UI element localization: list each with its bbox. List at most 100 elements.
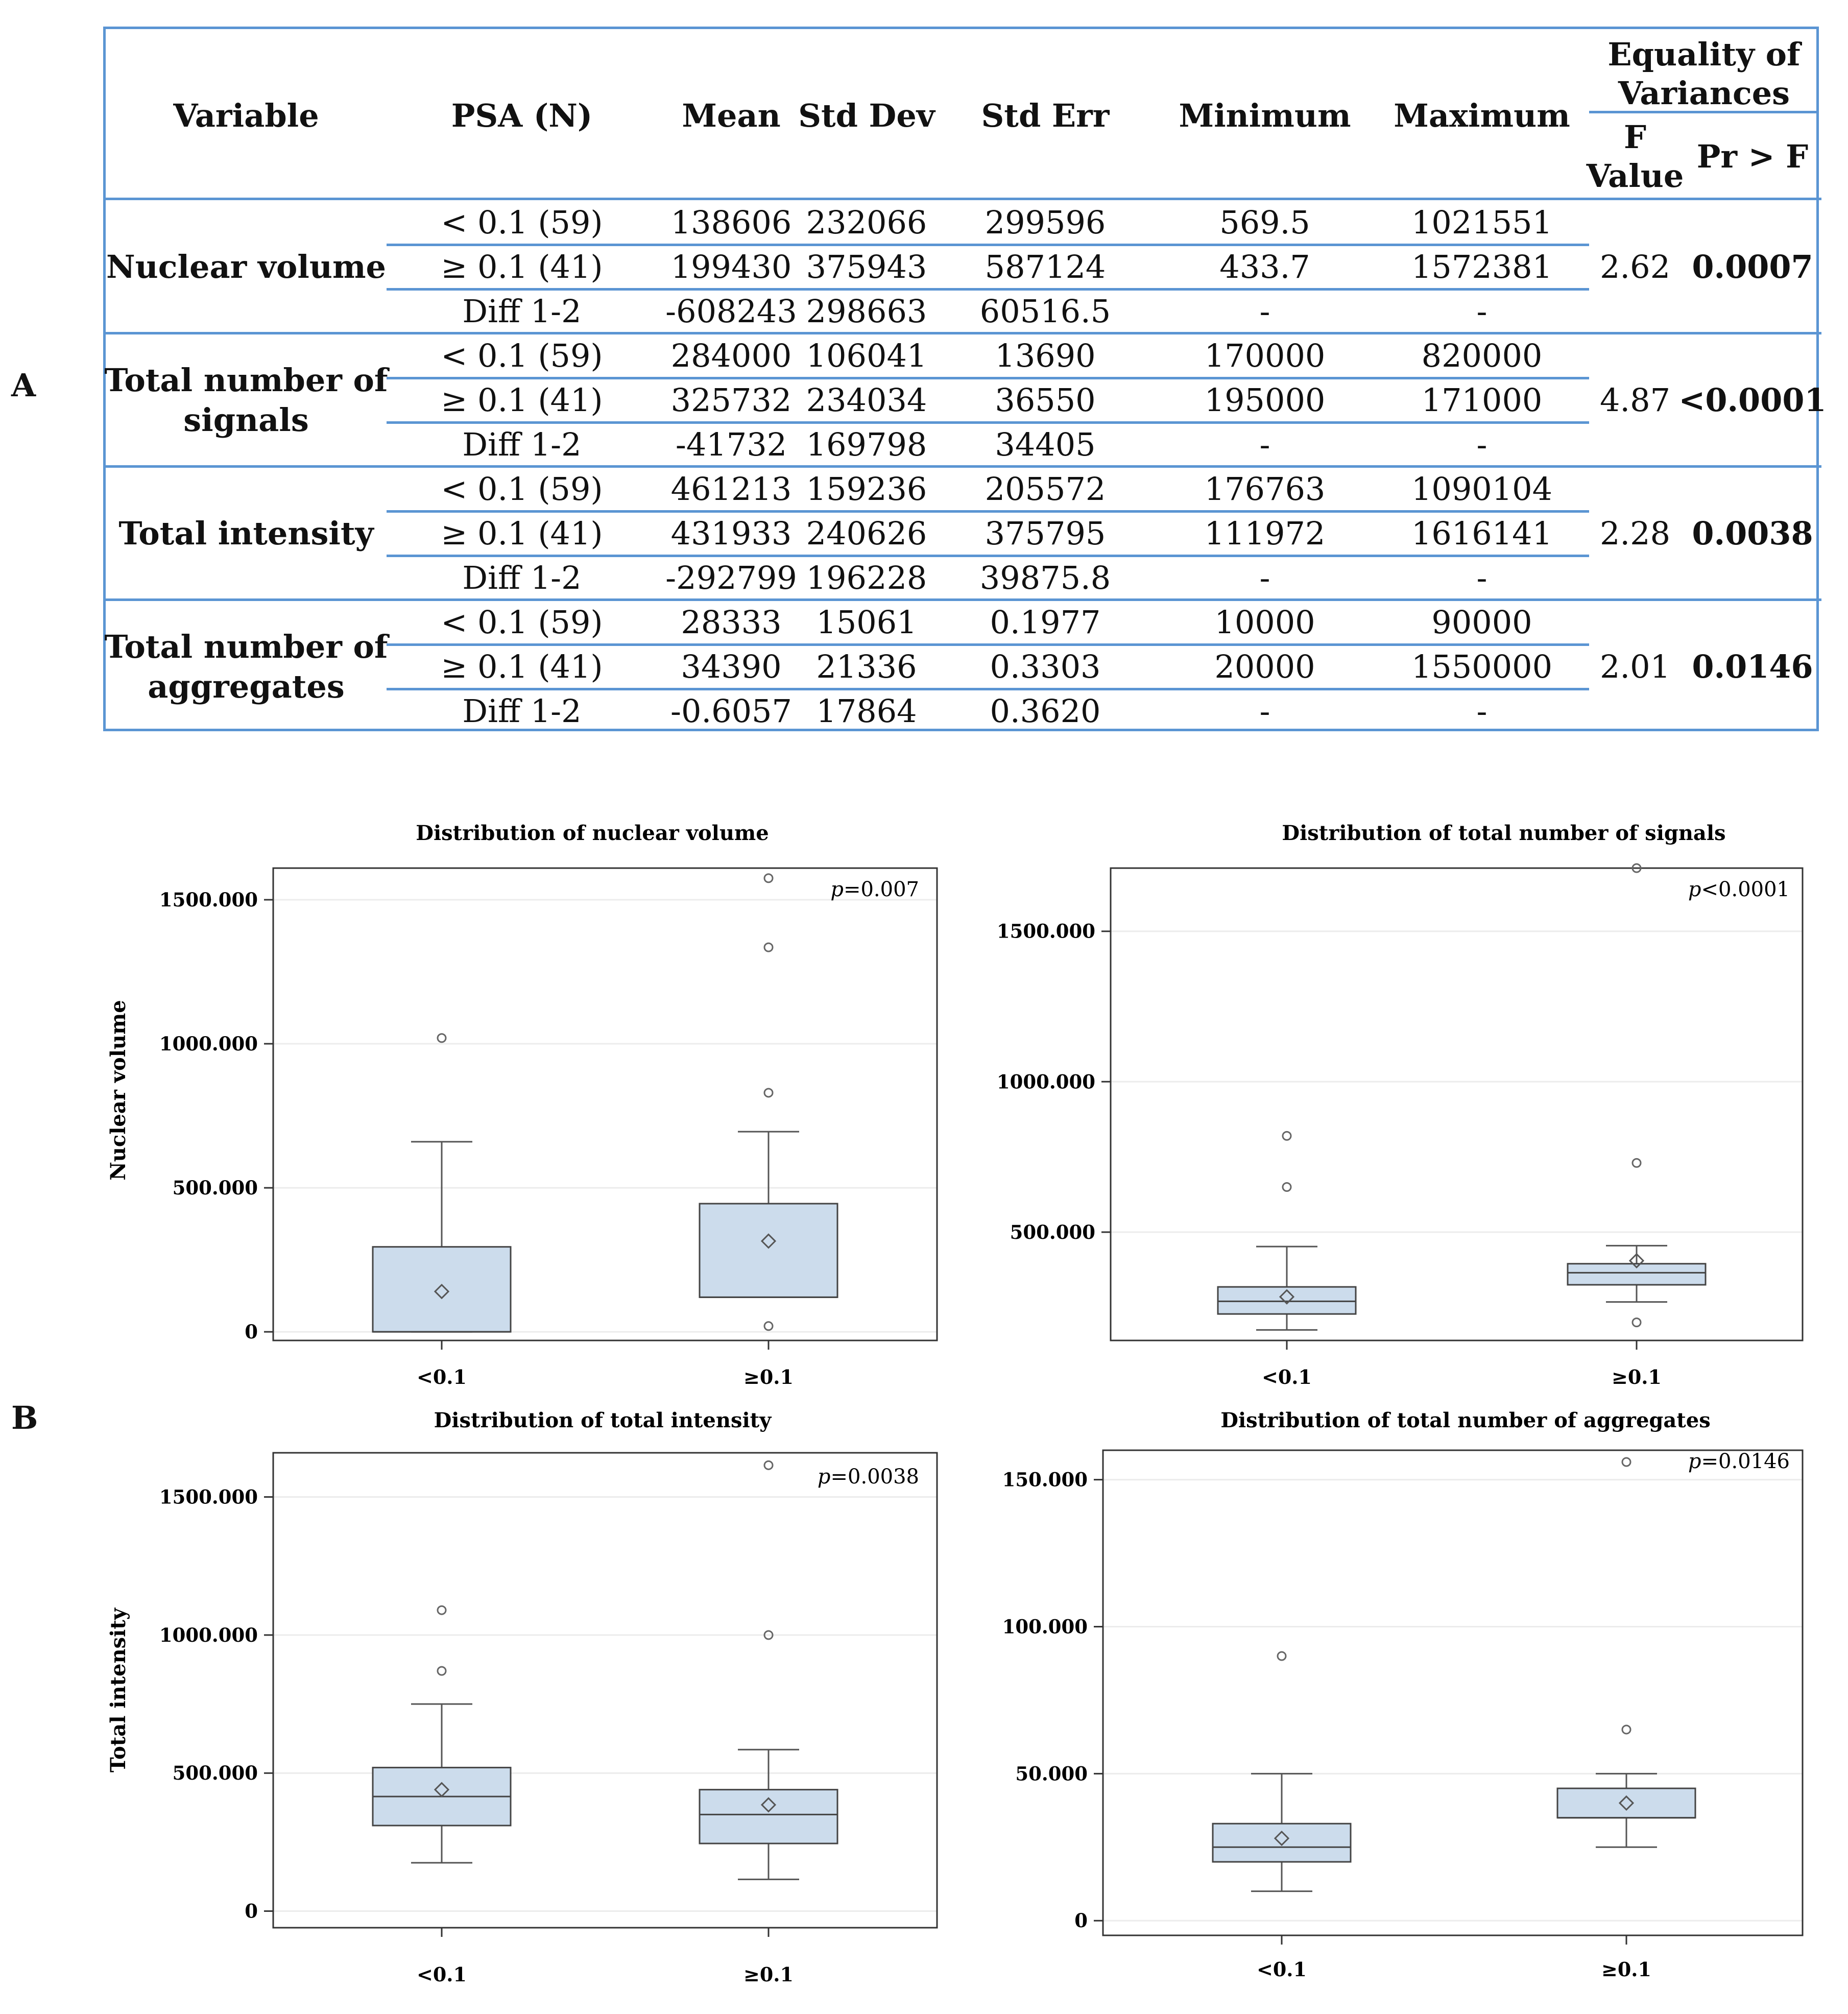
table-cell: 1550000 — [1411, 648, 1553, 685]
group-rule — [106, 598, 1821, 601]
header-psa: PSA (N) — [451, 97, 593, 134]
box-high-psa — [1556, 1457, 1696, 1848]
table-cell: < 0.1 (59) — [441, 603, 603, 641]
box-plot-3: Distribution of total intensity 0 500.000 1… — [106, 1408, 938, 1986]
p-value-label: p=0.0146 — [1688, 1450, 1790, 1473]
table-cell: 171000 — [1421, 381, 1543, 419]
chart-title: Distribution of total number of aggregat… — [1220, 1408, 1710, 1432]
p-value-label: p=0.007 — [830, 878, 919, 901]
y-tick-label: 1000.000 — [997, 1070, 1095, 1093]
outlier-point — [1621, 1724, 1631, 1735]
table-cell: 111972 — [1204, 514, 1326, 552]
table-cell: 39875.8 — [979, 559, 1111, 596]
table-cell: ≥ 0.1 (41) — [441, 381, 603, 419]
table-cell: - — [1259, 559, 1270, 596]
table-cell: ≥ 0.1 (41) — [441, 648, 603, 685]
table-cell: Diff 1-2 — [462, 559, 582, 596]
y-tick-label: 100.000 — [1002, 1615, 1088, 1638]
table-cell: 0.3620 — [990, 692, 1101, 730]
row-rule — [387, 643, 1589, 646]
table-cell: 433.7 — [1219, 248, 1310, 285]
outlier-point — [1631, 1317, 1642, 1328]
box-high-psa — [1567, 863, 1707, 1328]
box-low-psa — [372, 1605, 512, 1864]
plot-frame — [1110, 867, 1804, 1341]
table-cell: 461213 — [670, 470, 792, 508]
f-value: 4.87 — [1599, 381, 1671, 419]
iqr-box — [1556, 1787, 1696, 1819]
outlier-point — [437, 1666, 447, 1676]
box-plot-2: Distribution of total number of signals 5… — [997, 821, 1804, 1388]
outlier-point — [1282, 1131, 1292, 1141]
table-cell: 176763 — [1204, 470, 1326, 508]
table-cell: 431933 — [670, 514, 792, 552]
table-cell: 21336 — [816, 648, 917, 685]
table-cell: 234034 — [806, 381, 927, 419]
outlier-point — [763, 1321, 774, 1331]
table-cell: - — [1259, 292, 1270, 330]
category-label: ≥0.1 — [1612, 1365, 1662, 1388]
iqr-box — [372, 1246, 512, 1333]
f-value: 2.28 — [1599, 514, 1671, 552]
table-cell: 60516.5 — [979, 292, 1111, 330]
pr-f-value: 0.0038 — [1692, 514, 1813, 552]
header-f-line1: F — [1623, 118, 1647, 156]
table-cell: 20000 — [1214, 648, 1315, 685]
table-cell: 1572381 — [1411, 248, 1553, 285]
f-value: 2.01 — [1599, 648, 1671, 685]
y-tick-label: 0 — [1074, 1909, 1088, 1932]
outlier-point — [437, 1033, 447, 1043]
table-cell: 34405 — [995, 425, 1096, 463]
table-cell: 0.3303 — [990, 648, 1101, 685]
box-low-psa — [1212, 1651, 1352, 1892]
pr-f-value: 0.0007 — [1692, 248, 1813, 285]
row-rule — [387, 288, 1589, 291]
table-cell: ≥ 0.1 (41) — [441, 514, 603, 552]
table-cell: < 0.1 (59) — [441, 470, 603, 508]
header-rule — [106, 198, 1821, 200]
chart-title: Distribution of total number of signals — [1282, 821, 1725, 845]
mean-marker — [1274, 1830, 1290, 1847]
table-cell: -41732 — [675, 425, 787, 463]
y-tick-label: 500.000 — [173, 1177, 258, 1199]
header-std-err: Std Err — [981, 97, 1110, 134]
panel-label-b: B — [11, 1399, 38, 1436]
group-rule — [106, 465, 1821, 468]
table-cell: - — [1259, 692, 1270, 730]
box-plot-4: Distribution of total number of aggregat… — [1002, 1408, 1804, 1981]
table-cell: 195000 — [1204, 381, 1326, 419]
y-tick-label: 1000.000 — [159, 1033, 258, 1055]
y-tick-label: 50.000 — [1015, 1762, 1088, 1785]
y-tick-label: 1500.000 — [997, 920, 1095, 943]
iqr-box — [699, 1203, 838, 1298]
row-rule — [387, 555, 1589, 557]
table-cell: - — [1476, 559, 1487, 596]
header-f-line2: Value — [1586, 157, 1684, 195]
category-label: ≥0.1 — [743, 1963, 794, 1986]
statistics-table: Variable PSA (N) Mean Std Dev Std Err Mi… — [103, 27, 1827, 731]
plot-frame — [1102, 1449, 1804, 1936]
table-cell: Diff 1-2 — [462, 425, 582, 463]
category-label: ≥0.1 — [1601, 1958, 1651, 1981]
table-cell: 138606 — [670, 203, 792, 241]
table-cell: Diff 1-2 — [462, 692, 582, 730]
row-rule — [387, 377, 1589, 379]
row-rule — [387, 688, 1589, 690]
table-cell: 199430 — [670, 248, 792, 285]
header-mean: Mean — [682, 97, 781, 134]
outlier-point — [1277, 1651, 1287, 1661]
mean-marker — [434, 1283, 450, 1300]
table-cell: 36550 — [995, 381, 1096, 419]
box-high-psa — [699, 1460, 838, 1880]
table-cell: 587124 — [985, 248, 1106, 285]
table-cell: 375943 — [806, 248, 927, 285]
table-cell: 232066 — [806, 203, 927, 241]
row-rule — [387, 244, 1589, 246]
table-cell: 299596 — [985, 203, 1106, 241]
box-low-psa — [372, 1033, 512, 1333]
table-cell: 169798 — [806, 425, 927, 463]
category-label: ≥0.1 — [743, 1365, 794, 1388]
y-tick-label: 1500.000 — [159, 1486, 258, 1508]
header-minimum: Minimum — [1179, 97, 1351, 134]
outlier-point — [1621, 1457, 1631, 1467]
